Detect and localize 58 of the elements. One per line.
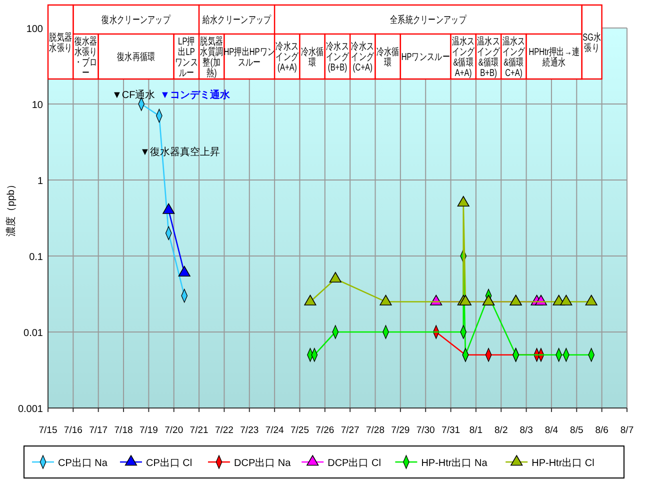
y-tick-label: 1 — [37, 176, 44, 187]
x-tick-label: 8/5 — [570, 425, 584, 436]
x-tick-label: 7/28 — [366, 425, 385, 436]
x-tick-label: 7/25 — [290, 425, 309, 436]
y-tick-label: 100 — [26, 24, 44, 35]
y-axis-title: 濃度（ppb） — [5, 180, 17, 236]
x-tick-label: 7/27 — [340, 425, 360, 436]
x-tick-label: 7/23 — [240, 425, 259, 436]
x-tick-label: 8/4 — [544, 425, 558, 436]
y-tick-label: 10 — [32, 100, 44, 111]
x-tick-label: 8/7 — [620, 425, 634, 436]
x-tick-label: 8/3 — [520, 425, 533, 436]
band-label: LP押出LPワンスルー — [175, 35, 198, 78]
legend-label: CP出口 Cl — [146, 457, 192, 469]
legend-label: DCP出口 Na — [234, 457, 292, 469]
x-tick-label: 7/29 — [391, 425, 410, 436]
band-label: 冷水スイング(A+A) — [276, 40, 300, 73]
legend-label: HP-Htr出口 Na — [421, 457, 488, 469]
x-tick-label: 7/30 — [416, 425, 435, 436]
x-tick-label: 7/24 — [265, 425, 284, 436]
x-tick-label: 7/19 — [139, 425, 158, 436]
x-tick-label: 7/16 — [64, 425, 82, 436]
band-label: 復水器水張り・ブロー — [74, 35, 98, 78]
band-label: 温水スイング&循環C+A) — [502, 35, 526, 78]
band-label: 冷水スイング(B+B) — [326, 40, 350, 73]
band-label: 脱気器水質調整(加熱) — [200, 35, 224, 78]
band-label: 復水再循環 — [117, 51, 156, 62]
legend-label: CP出口 Na — [58, 457, 108, 469]
legend-label: HP-Htr出口 Cl — [532, 457, 594, 469]
y-tick-label: 0.01 — [24, 328, 44, 339]
x-tick-label: 7/26 — [316, 425, 334, 436]
band-label: 給水クリーンアップ — [202, 14, 272, 26]
band-label: SG水張り — [582, 31, 602, 54]
x-tick-label: 7/17 — [89, 425, 108, 436]
annotation: ▼コンデミ通水 — [160, 89, 231, 101]
x-tick-label: 7/31 — [442, 425, 460, 436]
annotation: ▼CF通水 — [112, 89, 156, 101]
band-label: 全系統クリーンアップ — [390, 14, 468, 26]
x-tick-label: 8/2 — [494, 425, 508, 436]
band-label: 冷水スイング(C+A) — [351, 40, 375, 73]
band-label: HPHtr押出→連続通水 — [528, 46, 580, 68]
x-tick-label: 7/15 — [38, 425, 58, 436]
band-label: 温水スイング&循環A+A) — [452, 35, 476, 78]
y-tick-label: 0.1 — [29, 252, 44, 263]
x-tick-label: 7/21 — [190, 425, 208, 436]
band-label: HPワンスルー — [401, 51, 450, 62]
band-label: 温水スイング&循環B+B) — [477, 35, 501, 78]
x-tick-label: 7/22 — [214, 425, 234, 436]
y-tick-label: 0.001 — [18, 404, 44, 415]
band-label: 冷水循環 — [376, 46, 400, 68]
legend-label: DCP出口 Cl — [328, 457, 381, 469]
band-label: 冷水循環 — [300, 46, 324, 68]
band-label: 脱気器水張り — [49, 31, 72, 54]
band-label: 復水クリーンアップ — [102, 14, 172, 26]
x-tick-label: 7/18 — [114, 425, 133, 436]
x-tick-label: 7/20 — [164, 425, 184, 436]
x-tick-label: 8/1 — [469, 425, 483, 436]
x-tick-label: 8/6 — [595, 425, 608, 436]
